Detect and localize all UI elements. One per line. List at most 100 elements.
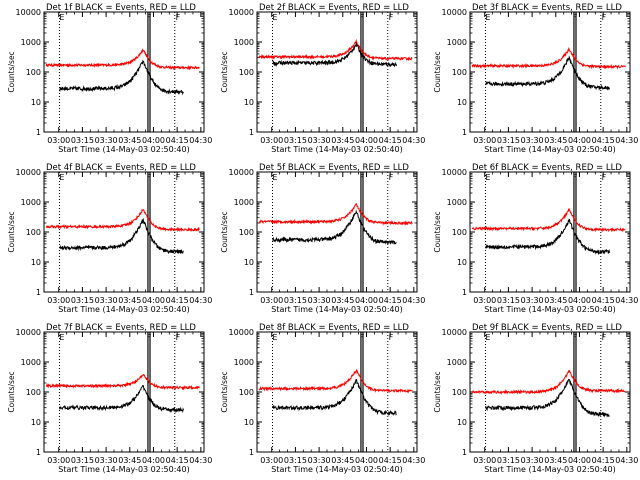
panel-title: Det 4f BLACK = Events, RED = LLD (46, 163, 196, 173)
x-tick-label: 03:30 (308, 296, 331, 305)
events-curve (485, 55, 610, 91)
x-tick-label: 04:00 (355, 136, 378, 145)
x-tick-label: 03:45 (544, 296, 567, 305)
x-tick-label: 04:30 (402, 456, 425, 465)
panel-det-6: Det 6f BLACK = Events, RED = LLD 1 10 100 10… (433, 163, 638, 314)
y-axis-label: Counts/sec (7, 51, 16, 92)
marker-label: F (360, 13, 365, 22)
y-tick-label: 10 (457, 98, 467, 107)
y-tick-label: 1 (249, 448, 254, 457)
panel-det-8: Det 8f BLACK = Events, RED = LLD 1 10 100 10… (220, 323, 425, 474)
y-tick-label: 1 (36, 128, 41, 137)
x-axis-label: Start Time (14-May-03 02:50:40) (58, 145, 189, 154)
x-tick-label: 04:30 (189, 296, 212, 305)
y-tick-label: 1000 (447, 38, 467, 47)
x-tick-label: 04:00 (568, 456, 591, 465)
x-tick-label: 04:00 (568, 296, 591, 305)
panel-det-9: Det 9f BLACK = Events, RED = LLD 1 10 100 10… (433, 323, 638, 474)
y-tick-label: 10000 (442, 168, 467, 177)
x-tick-label: 04:30 (615, 456, 638, 465)
marker-label: F (389, 13, 394, 22)
x-tick-label: 03:00 (473, 296, 496, 305)
y-axis-label: Counts/sec (433, 211, 442, 252)
x-tick-label: 04:30 (615, 296, 638, 305)
marker-label: F (360, 333, 365, 342)
y-tick-label: 100 (452, 228, 467, 237)
x-tick-label: 03:00 (473, 136, 496, 145)
marker-label: F (573, 173, 578, 182)
lld-curve (258, 368, 413, 394)
x-tick-label: 03:15 (497, 136, 520, 145)
plot-frame (469, 171, 631, 293)
x-tick-label: 03:00 (260, 456, 283, 465)
lld-curve (46, 374, 200, 391)
x-tick-label: 04:30 (402, 296, 425, 305)
x-tick-label: 04:30 (189, 136, 212, 145)
y-tick-label: 10 (457, 418, 467, 427)
marker-label: E (485, 173, 490, 182)
x-tick-label: 03:30 (521, 136, 544, 145)
x-tick-label: 03:15 (284, 296, 307, 305)
x-tick-label: 04:00 (142, 296, 165, 305)
x-tick-label: 04:30 (189, 456, 212, 465)
x-axis-label: Start Time (14-May-03 02:50:40) (484, 305, 615, 314)
x-tick-label: 03:00 (47, 296, 70, 305)
y-axis-label: Counts/sec (7, 211, 16, 252)
y-tick-label: 1 (249, 288, 254, 297)
x-tick-label: 04:00 (142, 136, 165, 145)
x-tick-label: 03:15 (497, 296, 520, 305)
x-tick-label: 04:15 (379, 136, 402, 145)
marker-label: F (176, 333, 181, 342)
y-axis-label: Counts/sec (220, 211, 229, 252)
y-tick-label: 100 (26, 228, 41, 237)
x-tick-label: 03:30 (308, 456, 331, 465)
y-tick-label: 1 (249, 128, 254, 137)
plot-frame (43, 331, 205, 453)
marker-label: F (602, 333, 607, 342)
lld-curve (258, 202, 413, 226)
marker-label: E (59, 13, 64, 22)
x-tick-label: 03:00 (260, 136, 283, 145)
x-tick-label: 03:45 (331, 136, 354, 145)
y-tick-label: 10000 (16, 8, 41, 17)
y-tick-label: 100 (452, 68, 467, 77)
marker-label: F (147, 333, 152, 342)
x-tick-label: 03:15 (71, 136, 94, 145)
y-tick-label: 10 (244, 418, 254, 427)
marker-label: F (147, 13, 152, 22)
x-tick-label: 04:30 (615, 136, 638, 145)
x-tick-label: 04:15 (166, 296, 189, 305)
marker-label: F (573, 333, 578, 342)
y-tick-label: 10000 (229, 168, 254, 177)
y-tick-label: 10000 (442, 328, 467, 337)
x-tick-label: 04:15 (592, 136, 615, 145)
x-tick-label: 04:15 (379, 296, 402, 305)
marker-label: F (602, 173, 607, 182)
panel-det-3: Det 3f BLACK = Events, RED = LLD 1 10 100 10… (433, 3, 638, 154)
x-tick-label: 04:00 (142, 456, 165, 465)
y-axis-label: Counts/sec (433, 51, 442, 92)
x-tick-label: 03:30 (95, 136, 118, 145)
x-tick-label: 03:30 (95, 296, 118, 305)
x-tick-label: 03:15 (71, 296, 94, 305)
panel-title: Det 7f BLACK = Events, RED = LLD (46, 323, 196, 333)
marker-label: E (59, 173, 64, 182)
lld-curve (471, 46, 626, 70)
y-tick-label: 10 (244, 258, 254, 267)
events-curve (485, 218, 610, 256)
y-tick-label: 100 (239, 68, 254, 77)
marker-label: F (360, 173, 365, 182)
plot-frame (256, 11, 418, 133)
x-tick-label: 03:00 (473, 456, 496, 465)
marker-label: F (147, 173, 152, 182)
x-tick-label: 04:00 (355, 456, 378, 465)
x-tick-label: 04:15 (592, 296, 615, 305)
y-tick-label: 1000 (21, 38, 41, 47)
plot-frame (256, 171, 418, 293)
x-tick-label: 03:45 (544, 456, 567, 465)
lld-curve (471, 369, 626, 395)
x-tick-label: 04:15 (166, 136, 189, 145)
lld-curve (45, 48, 200, 71)
marker-label: F (573, 13, 578, 22)
events-curve (272, 42, 397, 68)
